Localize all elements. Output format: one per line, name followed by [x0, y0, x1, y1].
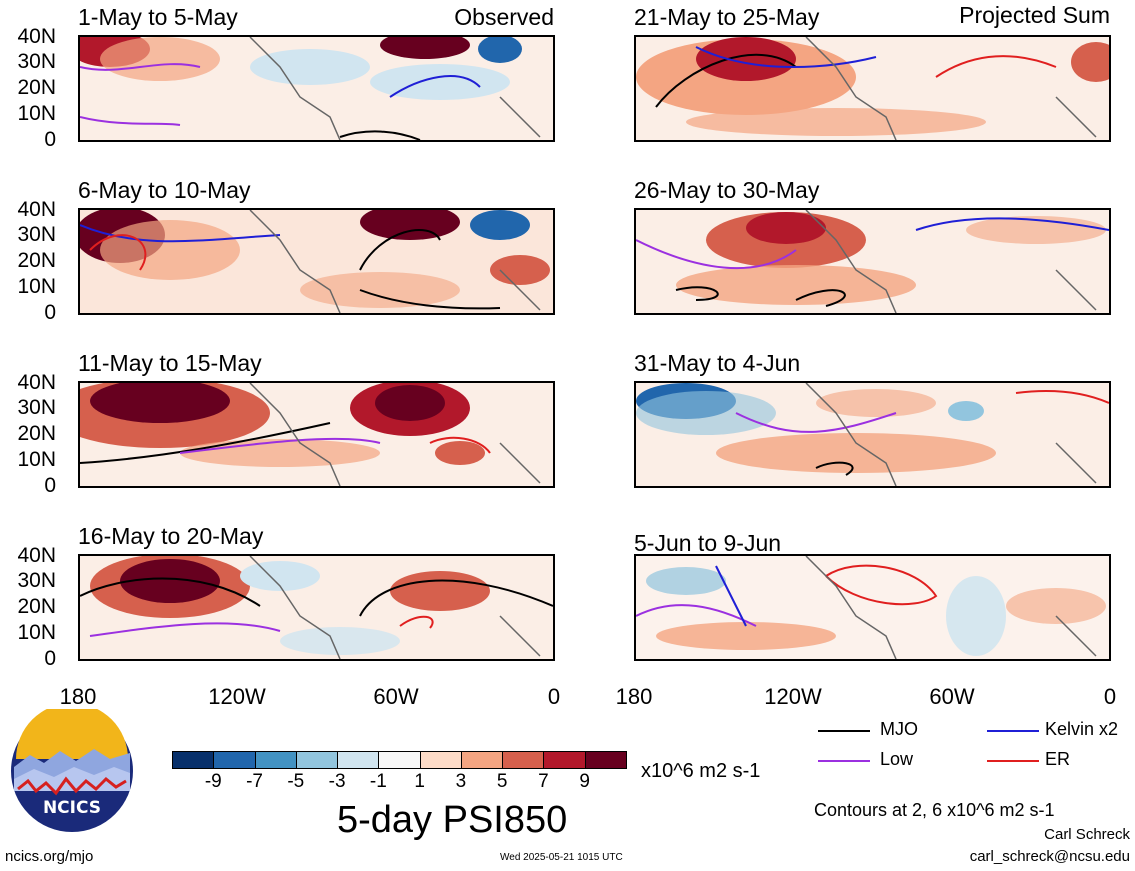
observed-label: Observed: [454, 4, 554, 30]
legend-line-low: [818, 760, 870, 762]
colorbar-units: x10^6 m2 s-1: [641, 760, 761, 782]
y-tick-label: 30N: [17, 569, 56, 592]
projected-sum-label: Projected Sum: [959, 2, 1110, 28]
author-email: carl_schreck@ncsu.edu: [969, 848, 1130, 865]
legend-label-low: Low: [880, 749, 914, 769]
logo-text: NCICS: [43, 798, 101, 818]
colorbar: [172, 751, 627, 771]
colorbar-tick-label: -1: [369, 771, 387, 792]
colorbar-swatch: [502, 751, 545, 769]
colorbar-ticks: -9 -7 -5 -3 -1 1 3 5 7 9: [172, 771, 626, 795]
y-tick-label: 0: [44, 128, 56, 151]
ncics-logo-graphic: NCICS: [11, 703, 133, 832]
x-tick-label: 180: [59, 684, 97, 709]
colorbar-swatch: [213, 751, 256, 769]
colorbar-tick-label: 3: [455, 771, 467, 792]
legend-label-mjo: MJO: [880, 719, 918, 739]
colorbar-swatch: [172, 751, 215, 769]
y-tick-label: 10N: [17, 448, 56, 471]
legend-line-kelvin: [987, 730, 1039, 732]
y-tick-label: 0: [44, 647, 56, 670]
colorbar-swatch: [584, 751, 627, 769]
main-title: 5-day PSI850: [337, 799, 568, 841]
y-tick-label: 40N: [17, 544, 56, 567]
y-tick-label: 20N: [17, 595, 56, 618]
x-tick-label: 180: [615, 684, 653, 709]
map-panel: [634, 35, 1111, 142]
colorbar-tick-label: -5: [287, 771, 305, 792]
y-tick-label: 0: [44, 474, 56, 497]
timestamp: Wed 2025-05-21 1015 UTC: [500, 852, 623, 863]
map-panel: [78, 381, 555, 488]
y-tick-label: 30N: [17, 50, 56, 73]
legend-line-mjo: [818, 730, 870, 732]
y-tick-label: 30N: [17, 396, 56, 419]
x-tick-label: 60W: [929, 684, 975, 709]
x-tick-label: 120W: [764, 684, 822, 709]
contour-note: Contours at 2, 6 x10^6 m2 s-1: [814, 800, 1055, 820]
map-panel: [78, 554, 555, 661]
website-link[interactable]: ncics.org/mjo: [5, 848, 94, 865]
colorbar-swatch: [543, 751, 586, 769]
y-tick-label: 0: [44, 301, 56, 324]
colorbar-tick-label: 1: [414, 771, 425, 792]
y-tick-label: 10N: [17, 275, 56, 298]
colorbar-tick-label: 5: [496, 771, 508, 792]
map-panel: [78, 208, 555, 315]
y-tick-label: 20N: [17, 76, 56, 99]
panel-title: 26-May to 30-May: [634, 177, 820, 203]
colorbar-swatch: [254, 751, 297, 769]
colorbar-tick-label: -3: [328, 771, 346, 792]
map-panel: [78, 35, 555, 142]
panel-title: 31-May to 4-Jun: [634, 350, 801, 376]
y-tick-label: 20N: [17, 422, 56, 445]
y-tick-label: 30N: [17, 223, 56, 246]
panel-title: 11-May to 15-May: [78, 350, 262, 376]
panel-title: 21-May to 25-May: [634, 4, 820, 30]
y-tick-label: 40N: [17, 371, 56, 394]
panel-title: 6-May to 10-May: [78, 177, 251, 203]
colorbar-swatch: [419, 751, 462, 769]
map-panel: [634, 554, 1111, 661]
y-tick-label: 10N: [17, 621, 56, 644]
colorbar-tick-label: 9: [579, 771, 590, 792]
legend-label-kelvin: Kelvin x2: [1045, 719, 1119, 739]
legend-label-er: ER: [1045, 749, 1071, 769]
colorbar-swatch: [378, 751, 421, 769]
colorbar-tick-label: 7: [538, 771, 549, 792]
x-tick-label: 120W: [208, 684, 266, 709]
colorbar-tick-label: -9: [204, 771, 222, 792]
colorbar-swatch: [337, 751, 380, 769]
x-tick-label: 0: [1103, 684, 1117, 709]
panel-title: 1-May to 5-May: [78, 4, 238, 30]
x-tick-label: 0: [547, 684, 561, 709]
x-tick-label: 60W: [373, 684, 419, 709]
author: Carl Schreck: [1044, 826, 1130, 843]
colorbar-swatch: [295, 751, 339, 769]
colorbar-swatch: [460, 751, 504, 769]
ncics-logo: NCICS: [10, 703, 134, 833]
y-tick-label: 20N: [17, 249, 56, 272]
colorbar-tick-label: -7: [246, 771, 263, 792]
y-tick-label: 40N: [17, 198, 56, 221]
map-panel: [634, 208, 1111, 315]
y-tick-label: 40N: [17, 25, 56, 48]
panel-title: 16-May to 20-May: [78, 523, 264, 549]
y-tick-label: 10N: [17, 102, 56, 125]
legend-line-er: [987, 760, 1039, 762]
map-panel: [634, 381, 1111, 488]
panel-title: 5-Jun to 9-Jun: [634, 530, 782, 556]
